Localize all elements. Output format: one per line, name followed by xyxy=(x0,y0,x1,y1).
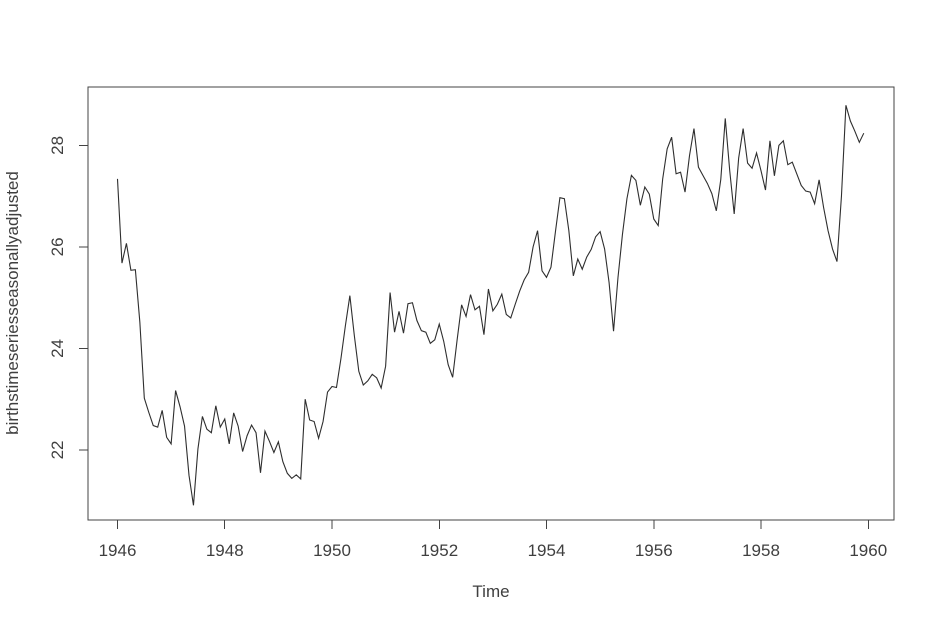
x-tick-label: 1958 xyxy=(742,541,780,560)
x-tick-label: 1960 xyxy=(849,541,887,560)
x-tick-label: 1946 xyxy=(99,541,137,560)
data-line xyxy=(116,105,865,506)
x-tick-label: 1956 xyxy=(635,541,673,560)
plot-border xyxy=(87,86,895,521)
y-tick-label: 28 xyxy=(48,136,67,155)
x-axis-title: Time xyxy=(472,582,509,601)
data-series xyxy=(116,105,865,506)
y-tick-label: 26 xyxy=(48,237,67,256)
x-axis: 1946 1948 1950 1952 1954 1956 1958 1960 xyxy=(99,520,887,560)
x-tick-label: 1952 xyxy=(420,541,458,560)
x-tick-label: 1954 xyxy=(528,541,566,560)
y-tick-label: 22 xyxy=(48,440,67,459)
y-axis-title: birthstimeseriesseasonallyadjusted xyxy=(3,171,22,435)
x-tick-label: 1950 xyxy=(313,541,351,560)
x-tick-label: 1948 xyxy=(206,541,244,560)
y-axis: 22 24 26 28 xyxy=(48,136,88,459)
y-tick-label: 24 xyxy=(48,339,67,358)
